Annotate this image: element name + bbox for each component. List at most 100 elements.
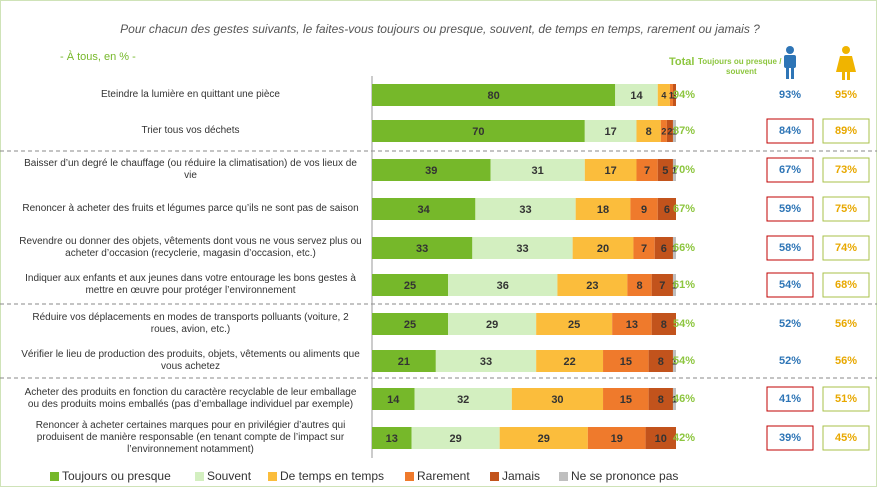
data-label: 2 [667, 126, 672, 136]
bar-segment [660, 120, 667, 142]
legend-label: Jamais [502, 469, 540, 483]
legend-swatch [268, 472, 277, 481]
data-label: 33 [480, 356, 492, 368]
women-value: 95% [835, 89, 857, 101]
bar-segment [645, 427, 676, 449]
data-label: 17 [605, 126, 617, 138]
legend-label: Toujours ou presque [62, 469, 171, 483]
category-label: Baisser d’un degré le chauffage (ou rédu… [24, 158, 357, 181]
men-value: 54% [779, 279, 801, 291]
bar-segment [372, 198, 476, 220]
data-label: 14 [630, 90, 643, 102]
data-label: 25 [404, 280, 416, 292]
data-label: 8 [661, 319, 667, 331]
highlight-box [766, 272, 814, 298]
data-label: 36 [497, 280, 509, 292]
men-value: 52% [779, 355, 801, 367]
bar-segment [672, 237, 676, 259]
bar-segment [490, 159, 585, 181]
total-value: 70% [673, 164, 695, 176]
women-value: 68% [835, 279, 857, 291]
legend-swatch [195, 472, 204, 481]
data-label: 7 [641, 243, 647, 255]
data-label: 17 [605, 165, 617, 177]
data-label: 15 [620, 394, 632, 406]
total-value: 46% [673, 393, 695, 405]
bar-segment [633, 237, 655, 259]
highlight-box [822, 235, 870, 261]
highlight-box [822, 425, 870, 451]
total-value: 67% [673, 203, 695, 215]
data-label: 8 [658, 356, 664, 368]
bar-segment [669, 84, 673, 106]
category-label: Renoncer à acheter des fruits et légumes… [22, 203, 359, 214]
bar-segment [584, 159, 637, 181]
highlight-box [822, 272, 870, 298]
data-label: 30 [551, 394, 563, 406]
legend-label: Rarement [417, 469, 470, 483]
bar-segment [372, 388, 415, 410]
data-label: 80 [487, 90, 499, 102]
legend-label: Souvent [207, 469, 252, 483]
men-value: 93% [779, 89, 801, 101]
bar-segment [651, 313, 676, 335]
highlight-box [822, 118, 870, 144]
data-label: 1 [672, 280, 677, 290]
data-label: 25 [568, 319, 580, 331]
total-value: 94% [673, 89, 695, 101]
bar-segment [657, 159, 673, 181]
highlight-box [822, 196, 870, 222]
data-label: 9 [641, 204, 647, 216]
bar-segment [672, 274, 676, 296]
data-label: 14 [387, 394, 400, 406]
men-value: 67% [779, 164, 801, 176]
data-label: 33 [516, 243, 528, 255]
women-value: 51% [835, 393, 857, 405]
total-value: 54% [673, 318, 695, 330]
bar-segment [672, 84, 676, 106]
data-label: 18 [597, 204, 609, 216]
data-label: 34 [418, 204, 431, 216]
bar-segment [372, 274, 448, 296]
category-label: Revendre ou donner des objets, vêtements… [19, 236, 362, 259]
bar-segment [648, 388, 673, 410]
bar-segment [636, 120, 661, 142]
category-label: Vérifier le lieu de production des produ… [21, 349, 360, 372]
data-label: 7 [659, 280, 665, 292]
bar-segment [648, 350, 673, 372]
data-label: 29 [486, 319, 498, 331]
legend-swatch [490, 472, 499, 481]
data-label: 29 [449, 433, 461, 445]
data-label: 1 [669, 90, 674, 100]
data-label: 1 [672, 394, 677, 404]
data-label: 31 [532, 165, 544, 177]
data-label: 13 [386, 433, 398, 445]
data-label: 21 [398, 356, 410, 368]
data-label: 6 [661, 243, 667, 255]
bar-segment [448, 274, 558, 296]
data-label: 2 [661, 126, 666, 136]
legend-swatch [50, 472, 59, 481]
legend-swatch [405, 472, 414, 481]
total-value: 61% [673, 279, 695, 291]
data-label: 8 [636, 280, 642, 292]
data-label: 13 [626, 319, 638, 331]
bar-segment [448, 313, 537, 335]
bar-segment [584, 120, 637, 142]
data-label: 1 [672, 356, 677, 366]
data-label: 19 [611, 433, 623, 445]
women-value: 56% [835, 355, 857, 367]
bar-segment [557, 274, 628, 296]
data-label: 32 [457, 394, 469, 406]
data-label: 1 [672, 165, 677, 175]
bar-segment [657, 198, 676, 220]
highlight-box [822, 157, 870, 183]
data-label: 5 [662, 165, 668, 177]
bar-segment [672, 159, 676, 181]
bar-segment [435, 350, 537, 372]
category-label: Réduire vos déplacements en modes de tra… [32, 312, 349, 335]
data-label: 4 [661, 90, 666, 100]
bar-segment [654, 237, 673, 259]
